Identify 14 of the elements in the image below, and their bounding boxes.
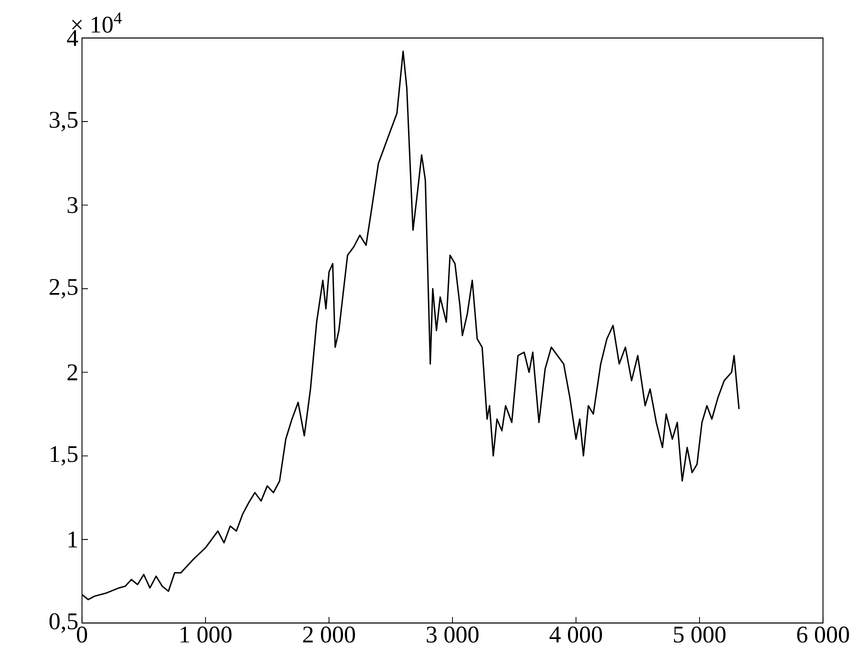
y-tick-label: 2,5 <box>50 278 78 298</box>
x-tick-label: 2 000 <box>303 626 355 643</box>
y-tick-label: 0,5 <box>50 613 78 633</box>
x-tick-label: 6 000 <box>797 626 849 643</box>
x-tick-label: 5 000 <box>674 626 726 643</box>
y-tick-label: 3 <box>68 197 78 214</box>
x-tick-label: 1 000 <box>180 626 232 643</box>
y-tick-label: 1,5 <box>50 446 78 466</box>
x-tick-label: 4 000 <box>550 626 602 643</box>
y-tick-label: 1 <box>68 532 78 548</box>
x-tick-label: 0 <box>76 626 88 643</box>
y-tick-label: 3,5 <box>50 112 78 132</box>
x-tick-label: 3 000 <box>426 626 478 643</box>
y-tick-label: 2 <box>68 364 78 380</box>
